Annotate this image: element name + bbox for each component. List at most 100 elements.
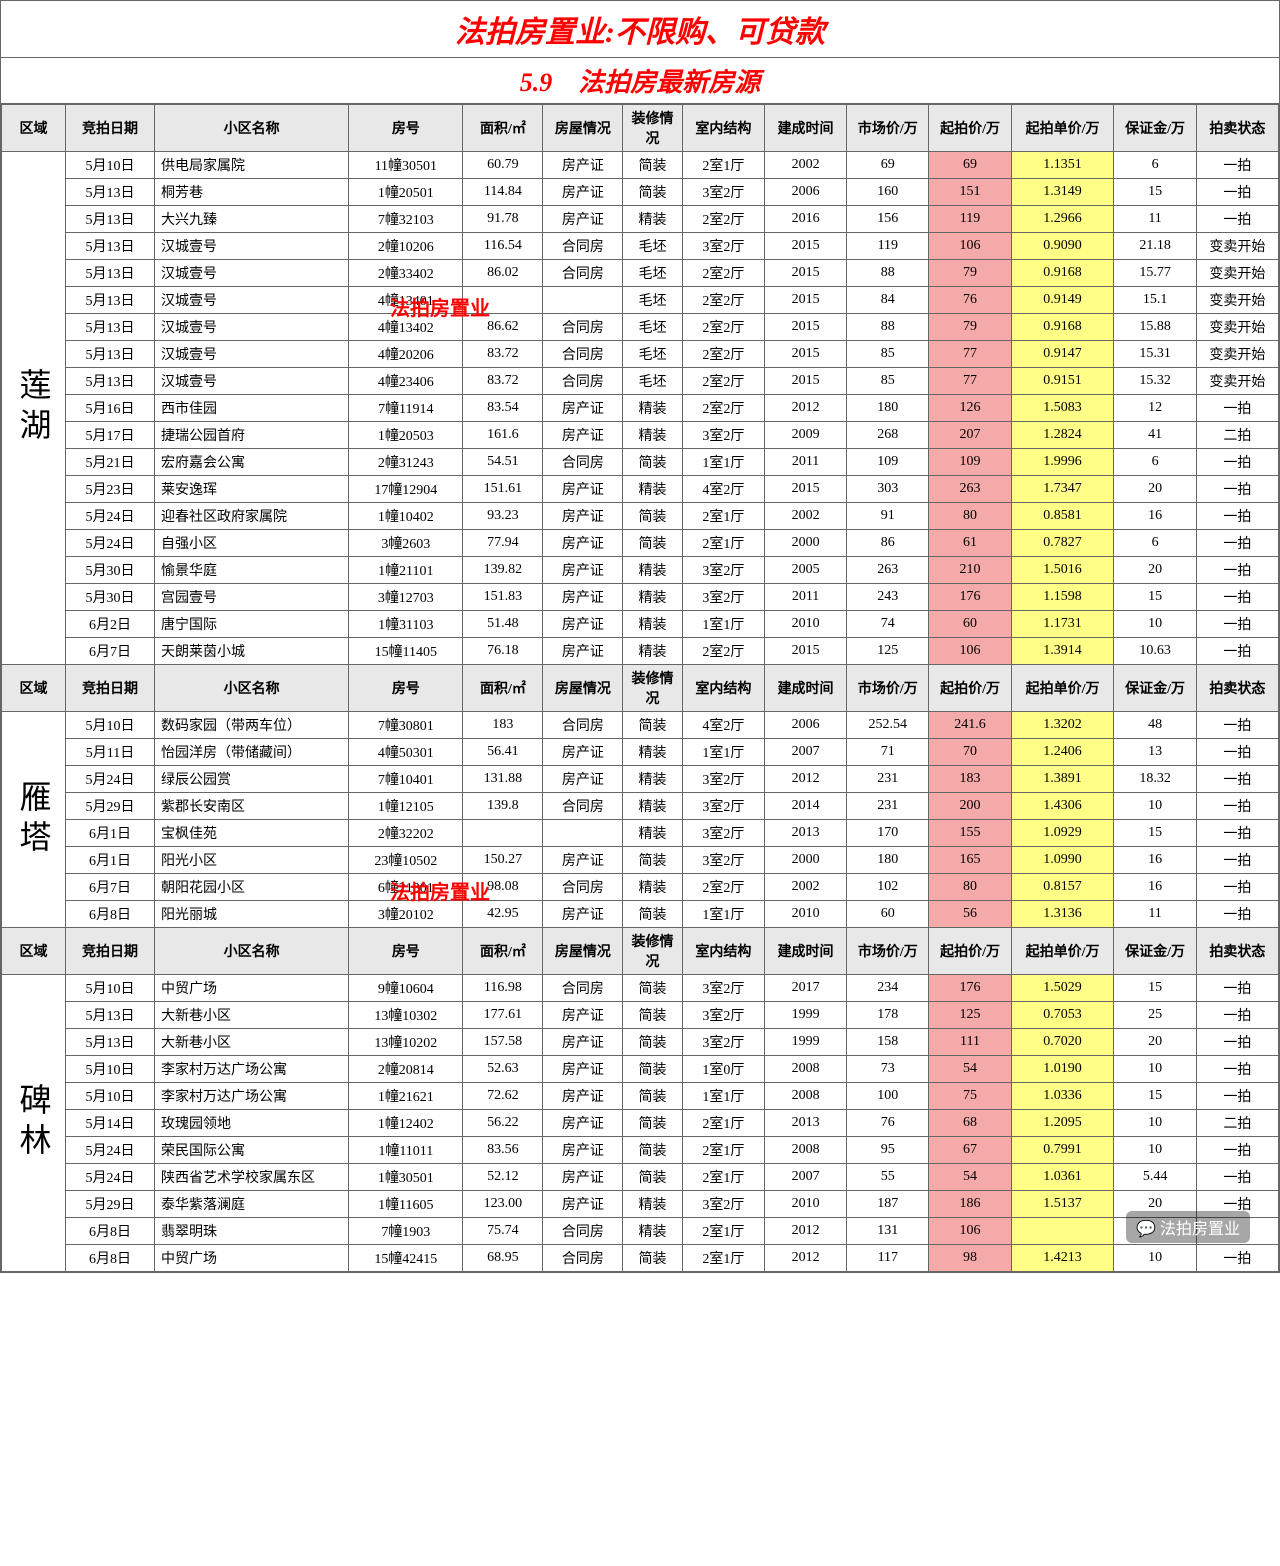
cell-date: 6月7日 — [65, 874, 154, 901]
cell-ptype: 合同房 — [543, 341, 623, 368]
cell-mprice: 160 — [847, 179, 929, 206]
col-header: 竞拍日期 — [65, 665, 154, 712]
cell-uprice: 1.2966 — [1011, 206, 1114, 233]
cell-area: 83.56 — [463, 1137, 543, 1164]
cell-date: 5月10日 — [65, 712, 154, 739]
cell-area: 86.62 — [463, 314, 543, 341]
cell-mprice: 71 — [847, 739, 929, 766]
cell-sprice: 241.6 — [929, 712, 1011, 739]
cell-room: 15幢42415 — [349, 1245, 463, 1272]
cell-status: 变卖开始 — [1196, 260, 1278, 287]
table-row: 5月13日汉城壹号4幢2340683.72合同房毛坯2室2厅201585770.… — [2, 368, 1279, 395]
cell-sprice: 109 — [929, 449, 1011, 476]
cell-year: 2015 — [764, 368, 846, 395]
cell-deco: 精装 — [623, 793, 682, 820]
cell-status: 一拍 — [1196, 206, 1278, 233]
cell-date: 6月8日 — [65, 1245, 154, 1272]
cell-date: 5月13日 — [65, 179, 154, 206]
cell-ptype: 合同房 — [543, 712, 623, 739]
cell-ptype: 房产证 — [543, 557, 623, 584]
cell-date: 5月29日 — [65, 1191, 154, 1218]
cell-room: 1幢20503 — [349, 422, 463, 449]
cell-status: 二拍 — [1196, 422, 1278, 449]
cell-year: 2013 — [764, 820, 846, 847]
col-header: 面积/㎡ — [463, 105, 543, 152]
cell-mprice: 76 — [847, 1110, 929, 1137]
col-header: 房号 — [349, 928, 463, 975]
cell-deco: 精装 — [623, 739, 682, 766]
cell-area: 72.62 — [463, 1083, 543, 1110]
cell-mprice: 234 — [847, 975, 929, 1002]
cell-year: 1999 — [764, 1029, 846, 1056]
cell-date: 5月24日 — [65, 766, 154, 793]
cell-year: 2006 — [764, 712, 846, 739]
cell-name: 愉景华庭 — [155, 557, 349, 584]
cell-room: 7幢10401 — [349, 766, 463, 793]
cell-layout: 3室2厅 — [682, 766, 764, 793]
region-cell: 雁塔 — [2, 712, 66, 928]
table-row: 5月13日汉城壹号4幢13401毛坯2室2厅201584760.914915.1… — [2, 287, 1279, 314]
cell-mprice: 91 — [847, 503, 929, 530]
col-header: 起拍价/万 — [929, 665, 1011, 712]
cell-status: 变卖开始 — [1196, 341, 1278, 368]
cell-area: 139.82 — [463, 557, 543, 584]
cell-deposit: 18.32 — [1114, 766, 1196, 793]
cell-ptype: 房产证 — [543, 395, 623, 422]
cell-status: 变卖开始 — [1196, 314, 1278, 341]
cell-uprice: 0.9151 — [1011, 368, 1114, 395]
cell-sprice: 111 — [929, 1029, 1011, 1056]
col-header: 区域 — [2, 105, 66, 152]
cell-uprice: 0.8581 — [1011, 503, 1114, 530]
cell-sprice: 54 — [929, 1164, 1011, 1191]
cell-date: 5月13日 — [65, 260, 154, 287]
table-row: 5月30日宫园壹号3幢12703151.83房产证精装3室2厅201124317… — [2, 584, 1279, 611]
cell-ptype: 房产证 — [543, 476, 623, 503]
table-row: 5月13日桐芳巷1幢20501114.84房产证简装3室2厅2006160151… — [2, 179, 1279, 206]
col-header: 装修情况 — [623, 665, 682, 712]
sub-title: 5.9 法拍房最新房源 — [1, 58, 1279, 104]
cell-deco: 简装 — [623, 1002, 682, 1029]
cell-year: 2008 — [764, 1056, 846, 1083]
cell-deco: 简装 — [623, 1056, 682, 1083]
cell-status: 一拍 — [1196, 1137, 1278, 1164]
cell-room: 6幢21301 — [349, 874, 463, 901]
col-header: 市场价/万 — [847, 665, 929, 712]
cell-deco: 简装 — [623, 847, 682, 874]
cell-year: 2011 — [764, 449, 846, 476]
cell-status: 一拍 — [1196, 793, 1278, 820]
cell-mprice: 156 — [847, 206, 929, 233]
col-header: 小区名称 — [155, 105, 349, 152]
table-row: 5月30日愉景华庭1幢21101139.82房产证精装3室2厅200526321… — [2, 557, 1279, 584]
listings-table: 区域竞拍日期小区名称房号面积/㎡房屋情况装修情况室内结构建成时间市场价/万起拍价… — [1, 104, 1279, 1272]
cell-area: 114.84 — [463, 179, 543, 206]
cell-uprice: 1.1351 — [1011, 152, 1114, 179]
cell-date: 5月24日 — [65, 503, 154, 530]
cell-status: 一拍 — [1196, 152, 1278, 179]
cell-sprice: 98 — [929, 1245, 1011, 1272]
col-header: 房号 — [349, 105, 463, 152]
cell-name: 数码家园（带两车位） — [155, 712, 349, 739]
cell-name: 阳光小区 — [155, 847, 349, 874]
cell-date: 5月23日 — [65, 476, 154, 503]
cell-mprice: 178 — [847, 1002, 929, 1029]
cell-status: 一拍 — [1196, 1029, 1278, 1056]
table-row: 6月1日阳光小区23幢10502150.27房产证简装3室2厅200018016… — [2, 847, 1279, 874]
cell-sprice: 151 — [929, 179, 1011, 206]
cell-deco: 毛坯 — [623, 314, 682, 341]
cell-uprice: 0.9168 — [1011, 314, 1114, 341]
cell-layout: 1室1厅 — [682, 901, 764, 928]
table-row: 5月29日泰华紫落澜庭1幢11605123.00房产证精装3室2厅2010187… — [2, 1191, 1279, 1218]
cell-deposit: 10.63 — [1114, 638, 1196, 665]
cell-ptype: 房产证 — [543, 611, 623, 638]
table-row: 5月29日紫郡长安南区1幢12105139.8合同房精装3室2厅20142312… — [2, 793, 1279, 820]
cell-sprice: 125 — [929, 1002, 1011, 1029]
cell-deposit: 10 — [1114, 1137, 1196, 1164]
table-row: 碑林5月10日中贸广场9幢10604116.98合同房简装3室2厅2017234… — [2, 975, 1279, 1002]
cell-uprice: 0.9090 — [1011, 233, 1114, 260]
cell-layout: 2室1厅 — [682, 1164, 764, 1191]
cell-date: 5月13日 — [65, 1002, 154, 1029]
cell-year: 2015 — [764, 476, 846, 503]
cell-deco: 毛坯 — [623, 341, 682, 368]
cell-year: 2015 — [764, 260, 846, 287]
cell-year: 2012 — [764, 395, 846, 422]
